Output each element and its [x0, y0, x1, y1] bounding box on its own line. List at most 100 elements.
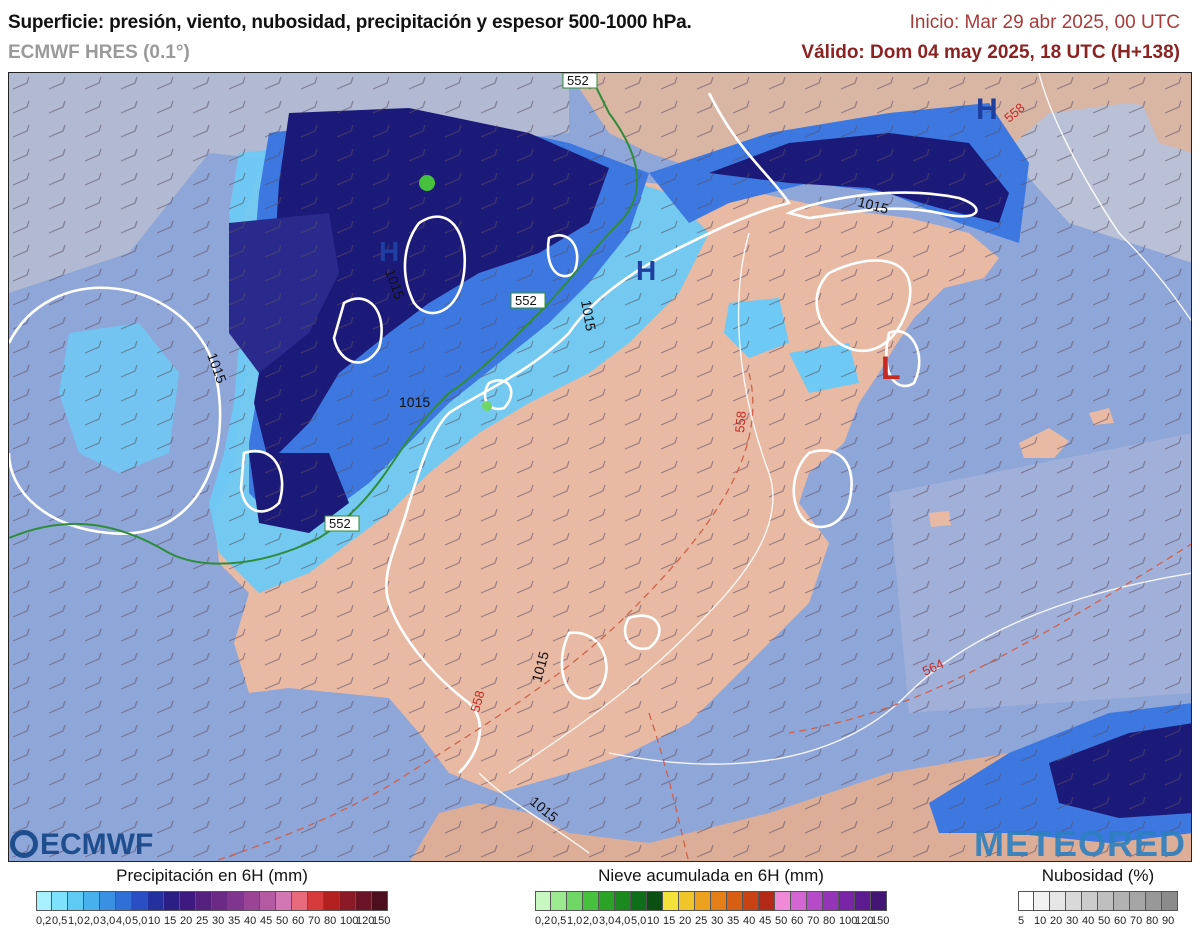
- wind-barbs: [9, 73, 1191, 861]
- legend-tick-label: 100: [839, 915, 858, 927]
- meteored-watermark: METEORED: [973, 823, 1186, 864]
- legend-swatch: [1082, 891, 1098, 911]
- legend-tick-label: 5,0: [132, 915, 148, 927]
- legend-tick-label: 0,2: [36, 915, 52, 927]
- legend-tick-label: 30: [212, 915, 225, 927]
- legend-tick-label: 1,0: [68, 915, 84, 927]
- legend-swatch: [244, 891, 260, 911]
- legend-tick-label: 2,0: [583, 915, 599, 927]
- legend-cloud: Nubosidad (%) 5 10 20 30 40 50 60 70 80 90: [1018, 866, 1178, 927]
- legend-swatch: [775, 891, 791, 911]
- legend-tick-label: 90: [1162, 915, 1175, 927]
- legend-swatch: [260, 891, 276, 911]
- legend-swatch: [164, 891, 180, 911]
- ecmwf-logo-icon: [10, 830, 38, 858]
- legend-tick-label: 3,0: [599, 915, 615, 927]
- legend-cloud-title: Nubosidad (%): [1041, 866, 1155, 885]
- legend-swatch: [663, 891, 679, 911]
- legend-swatch: [292, 891, 308, 911]
- legend-swatch: [599, 891, 615, 911]
- legend-swatch: [1098, 891, 1114, 911]
- legend-swatch: [1066, 891, 1082, 911]
- thickness-label: 552: [515, 293, 537, 308]
- legend-swatch: [871, 891, 887, 911]
- legend-snow: Nieve acumulada en 6H (mm) 0,2 0,5 1,0 2,0 3…: [535, 866, 890, 927]
- pressure-center-high: H: [379, 236, 399, 267]
- legend-swatch: [276, 891, 292, 911]
- legend-precipitation: Precipitación en 6H (mm) 0,2 0,5 1,0 2,0 3,0…: [36, 866, 390, 927]
- legend-tick-label: 4,0: [615, 915, 631, 927]
- legend-tick-label: 20: [1050, 915, 1063, 927]
- isobars-thin: [478, 73, 1191, 854]
- legend-swatch: [823, 891, 839, 911]
- legend-swatch: [535, 891, 551, 911]
- legend-swatch: [1050, 891, 1066, 911]
- legend-swatch: [308, 891, 324, 911]
- model-label: ECMWF HRES (0.1°): [8, 42, 190, 63]
- legend-snow-ticks: 0,2 0,5 1,0 2,0 3,0 4,0 5,0 10 15 20 25 30 35 40 45 50 6…: [535, 915, 890, 927]
- legend-tick-label: 50: [1098, 915, 1111, 927]
- legend-swatch: [1114, 891, 1130, 911]
- legend-swatch: [212, 891, 228, 911]
- thickness-label: 552: [567, 73, 589, 88]
- legend-swatch: [1146, 891, 1162, 911]
- legend-tick-label: 25: [196, 915, 209, 927]
- snow-spot: [419, 175, 435, 191]
- map-canvas: H H H L 1015 1015 1015 1015 1015 1015 10…: [9, 73, 1191, 861]
- legend-swatch: [132, 891, 148, 911]
- legend-swatch: [711, 891, 727, 911]
- legend-swatch: [631, 891, 647, 911]
- snow-spot: [482, 401, 492, 411]
- legend-swatch: [228, 891, 244, 911]
- legend-tick-label: 5: [1018, 915, 1025, 927]
- legend-cloud-ticks: 5 10 20 30 40 50 60 70 80 90: [1018, 915, 1178, 927]
- legend-tick-label: 150: [871, 915, 890, 927]
- legend-tick-label: 60: [1114, 915, 1127, 927]
- legend-swatch: [583, 891, 599, 911]
- legend-swatch: [1162, 891, 1178, 911]
- legend-tick-label: 25: [695, 915, 708, 927]
- legend-swatch: [116, 891, 132, 911]
- legend-tick-label: 5,0: [631, 915, 647, 927]
- legend-tick-label: 35: [228, 915, 241, 927]
- legend-tick-label: 35: [727, 915, 740, 927]
- legend-tick-label: 45: [759, 915, 772, 927]
- legend-tick-label: 20: [180, 915, 193, 927]
- legend-tick-label: 120: [356, 915, 375, 927]
- legend-tick-label: 15: [663, 915, 676, 927]
- legend-swatch: [52, 891, 68, 911]
- legend-swatch: [68, 891, 84, 911]
- legend-swatch: [196, 891, 212, 911]
- isobars: [9, 92, 978, 774]
- legend-cloud-bar: [1018, 891, 1178, 911]
- legend-tick-label: 70: [807, 915, 820, 927]
- legend-tick-label: 0,2: [535, 915, 551, 927]
- ecmwf-logo-text: ECMWF: [40, 828, 154, 861]
- legend-swatch: [1130, 891, 1146, 911]
- legend-swatch: [1018, 891, 1034, 911]
- legend-swatch: [340, 891, 356, 911]
- isobar-label: 1015: [856, 193, 890, 217]
- legend-tick-label: 10: [647, 915, 660, 927]
- isobar-label: 1015: [578, 299, 599, 333]
- legend-tick-label: 70: [308, 915, 321, 927]
- legend-tick-label: 120: [855, 915, 874, 927]
- legend-tick-label: 50: [276, 915, 289, 927]
- legend-tick-label: 30: [711, 915, 724, 927]
- thickness-label: 552: [329, 516, 351, 531]
- legend-tick-label: 10: [148, 915, 161, 927]
- legend-tick-label: 60: [292, 915, 305, 927]
- legend-swatch: [807, 891, 823, 911]
- legend-tick-label: 0,5: [551, 915, 567, 927]
- legend-swatch: [180, 891, 196, 911]
- legend-tick-label: 70: [1130, 915, 1143, 927]
- legend-swatch: [791, 891, 807, 911]
- legend-swatch: [855, 891, 871, 911]
- legend-snow-title: Nieve acumulada en 6H (mm): [598, 866, 824, 885]
- legend-tick-label: 1,0: [567, 915, 583, 927]
- legend-tick-label: 80: [1146, 915, 1159, 927]
- legend-tick-label: 10: [1034, 915, 1047, 927]
- isobar-label: 1015: [399, 394, 430, 410]
- forecast-map: H H H L 1015 1015 1015 1015 1015 1015 10…: [8, 72, 1192, 862]
- legend-swatch: [356, 891, 372, 911]
